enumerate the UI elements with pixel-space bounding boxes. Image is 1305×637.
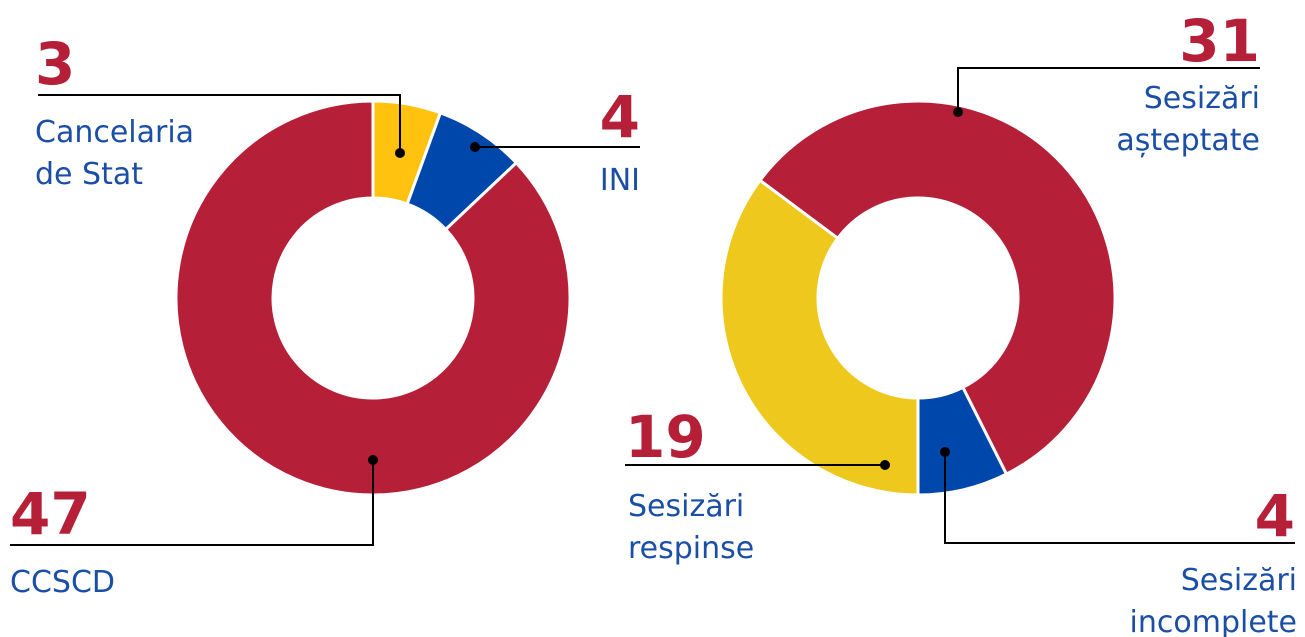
value-label: 31 bbox=[1179, 7, 1260, 75]
category-label: Sesizări incomplete bbox=[1129, 563, 1298, 637]
category-label: Sesizări așteptate bbox=[1116, 81, 1261, 158]
leader-dot bbox=[953, 107, 963, 117]
leader-line bbox=[944, 452, 1295, 544]
leader-dot bbox=[368, 455, 378, 465]
donut-segment bbox=[757, 99, 1117, 477]
category-label: CCSCD bbox=[10, 565, 115, 600]
value-label: 19 bbox=[625, 403, 706, 471]
leader-dot bbox=[940, 447, 950, 457]
value-label: 3 bbox=[35, 30, 76, 98]
donut-segment bbox=[174, 99, 572, 497]
category-label: Cancelaria de Stat bbox=[35, 115, 195, 192]
category-label: Sesizări respinse bbox=[628, 489, 755, 566]
category-label: INI bbox=[599, 163, 640, 198]
value-label: 47 bbox=[10, 480, 91, 548]
leader-dot bbox=[395, 148, 405, 158]
leader-dot bbox=[880, 460, 890, 470]
donut-segment bbox=[719, 178, 920, 497]
leader-line bbox=[10, 460, 374, 546]
leader-line bbox=[957, 67, 1260, 112]
value-label: 4 bbox=[599, 83, 640, 151]
value-label: 4 bbox=[1254, 482, 1295, 550]
leader-line bbox=[38, 94, 401, 153]
leader-dot bbox=[470, 142, 480, 152]
